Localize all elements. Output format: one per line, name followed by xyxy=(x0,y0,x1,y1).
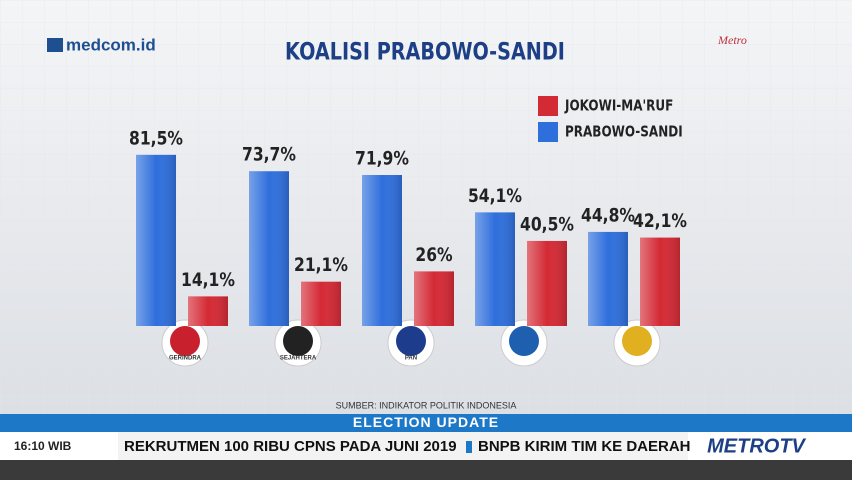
ticker-item: BNPB KIRIM TIM KE DAERAH xyxy=(478,438,691,455)
value-label: 21,1% xyxy=(294,255,348,277)
banner: ELECTION UPDATE xyxy=(353,414,499,430)
watermark: Metro xyxy=(717,33,747,47)
bar-shine xyxy=(362,175,402,326)
banner-bg xyxy=(0,414,852,432)
bar-shine xyxy=(249,171,289,326)
bar-shine xyxy=(188,296,228,326)
network-logo: METROTV xyxy=(707,435,806,457)
time: 16:10 WIB xyxy=(14,439,72,453)
x-tick-label: PAN xyxy=(405,356,417,362)
party-logo-inner xyxy=(509,326,539,356)
party-logo-inner xyxy=(283,326,313,356)
party-logo-inner xyxy=(170,326,200,356)
chart-title: KOALISI PRABOWO-SANDI xyxy=(285,39,565,67)
party-logo-inner xyxy=(396,326,426,356)
brand-icon xyxy=(47,38,63,52)
ticker-item: REKRUTMEN 100 RIBU CPNS PADA JUNI 2019 xyxy=(124,438,457,455)
value-label: 14,1% xyxy=(181,269,235,291)
ticker-strip xyxy=(118,432,688,460)
party-logo-inner xyxy=(622,326,652,356)
brand: medcom.id xyxy=(66,35,156,54)
bar-shine xyxy=(414,271,454,326)
value-label: 40,5% xyxy=(520,214,574,236)
x-tick-label: GERINDRA xyxy=(169,356,202,362)
value-label: 42,1% xyxy=(633,211,687,233)
value-label: 81,5% xyxy=(129,128,183,150)
value-label: 54,1% xyxy=(468,185,522,207)
source: SUMBER: INDIKATOR POLITIK INDONESIA xyxy=(336,400,517,410)
ticker-separator xyxy=(466,441,472,453)
legend-label: JOKOWI-MA'RUF xyxy=(564,97,673,115)
bar-shine xyxy=(588,231,628,326)
footer-bar xyxy=(0,460,852,480)
value-label: 26% xyxy=(415,244,452,266)
value-label: 44,8% xyxy=(581,205,635,227)
x-tick-label: SEJAHTERA xyxy=(280,356,317,362)
legend-swatch xyxy=(538,96,558,116)
bar-shine xyxy=(640,237,680,326)
legend-label: PRABOWO-SANDI xyxy=(565,123,683,141)
value-label: 71,9% xyxy=(355,148,409,170)
bar-shine xyxy=(527,240,567,326)
legend-swatch xyxy=(538,122,558,142)
bar-shine xyxy=(301,281,341,326)
bar-shine xyxy=(475,212,515,326)
bar-shine xyxy=(136,154,176,326)
value-label: 73,7% xyxy=(242,144,296,166)
